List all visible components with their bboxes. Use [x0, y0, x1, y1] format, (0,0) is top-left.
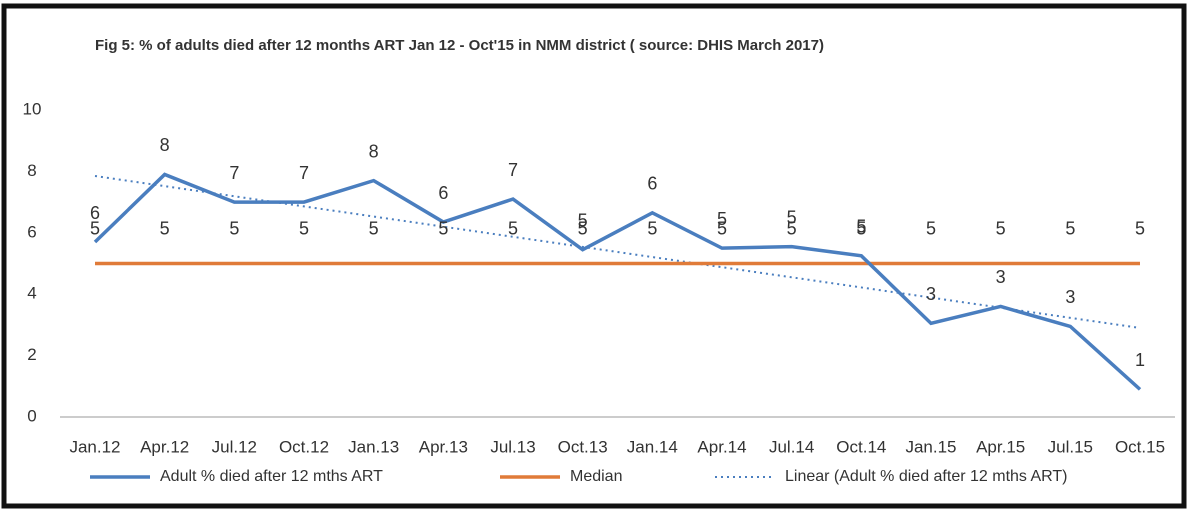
data-label: 5	[856, 218, 866, 238]
data-label: 5	[438, 218, 448, 238]
y-tick-label: 8	[27, 161, 36, 180]
data-label: 5	[578, 218, 588, 238]
x-tick-label: Oct.14	[836, 437, 886, 456]
data-label: 5	[717, 209, 727, 229]
x-tick-label: Apr.15	[976, 437, 1025, 456]
x-tick-label: Apr.12	[140, 437, 189, 456]
x-tick-label: Jan.12	[69, 437, 120, 456]
legend-label: Adult % died after 12 mths ART	[160, 468, 383, 485]
data-label: 5	[578, 210, 588, 230]
data-label: 5	[229, 218, 239, 238]
x-tick-label: Oct.12	[279, 437, 329, 456]
chart-border	[1, 3, 1187, 509]
data-label: 5	[369, 218, 379, 238]
data-label: 5	[508, 218, 518, 238]
data-label: 7	[229, 163, 239, 183]
series-line	[93, 172, 1142, 391]
y-tick-label: 2	[27, 345, 36, 364]
data-label: 5	[996, 218, 1006, 238]
data-label: 5	[787, 207, 797, 227]
data-label: 3	[996, 267, 1006, 287]
x-tick-label: Apr.13	[419, 437, 468, 456]
data-label: 8	[160, 135, 170, 155]
x-tick-label: Jul.12	[212, 437, 257, 456]
data-label: 7	[508, 160, 518, 180]
legend-label: Median	[570, 468, 622, 485]
data-label: 6	[90, 203, 100, 223]
x-tick-label: Jan.13	[348, 437, 399, 456]
x-tick-label: Apr.14	[697, 437, 746, 456]
x-tick-label: Jan.14	[627, 437, 678, 456]
x-tick-label: Oct.15	[1115, 437, 1165, 456]
data-label: 5	[717, 218, 727, 238]
y-tick-label: 10	[23, 99, 42, 118]
data-label: 3	[1065, 287, 1075, 307]
y-tick-label: 6	[27, 222, 36, 241]
x-tick-label: Jan.15	[905, 437, 956, 456]
legend-label: Linear (Adult % died after 12 mths ART)	[785, 468, 1068, 485]
data-label: 7	[299, 163, 309, 183]
data-label: 5	[856, 217, 866, 237]
y-tick-label: 0	[27, 406, 36, 425]
data-label: 8	[369, 141, 379, 161]
data-label: 6	[438, 183, 448, 203]
data-label: 5	[90, 218, 100, 238]
data-label: 5	[299, 218, 309, 238]
data-label: 5	[647, 218, 657, 238]
data-label: 3	[926, 284, 936, 304]
x-tick-label: Jul.13	[490, 437, 535, 456]
data-label: 5	[160, 218, 170, 238]
data-label: 1	[1135, 350, 1145, 370]
data-label: 5	[787, 218, 797, 238]
x-tick-label: Jul.15	[1048, 437, 1093, 456]
data-label: 5	[1065, 218, 1075, 238]
chart-title: Fig 5: % of adults died after 12 months …	[95, 37, 824, 54]
x-tick-label: Jul.14	[769, 437, 814, 456]
data-label: 5	[1135, 218, 1145, 238]
y-tick-label: 4	[27, 284, 36, 303]
data-label: 5	[926, 218, 936, 238]
x-tick-label: Oct.13	[558, 437, 608, 456]
data-label: 6	[647, 174, 657, 194]
